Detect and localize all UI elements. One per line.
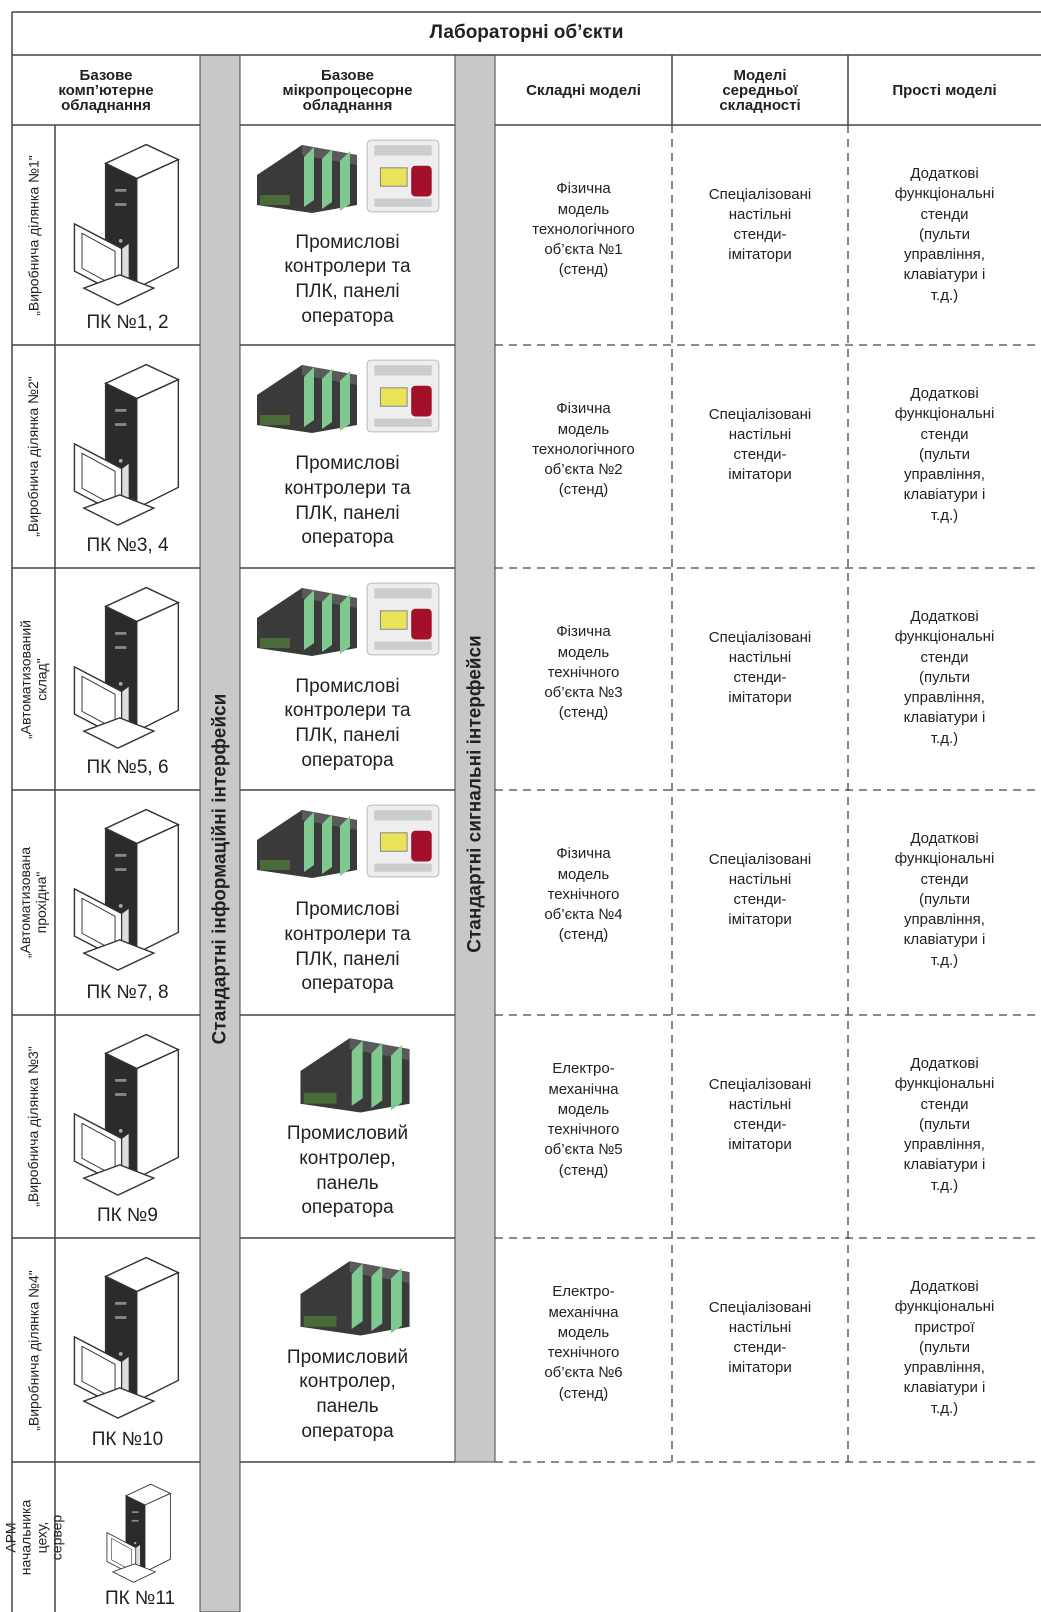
medium-model: Спеціалізовані настільні стенди- імітато… xyxy=(708,405,812,484)
interface-bar xyxy=(454,54,496,1463)
simple-model: Додаткові функціональні стенди (пульти у… xyxy=(894,1055,995,1194)
controller-icon xyxy=(300,1261,410,1336)
interface-label: Стандартні інформаційні інтерфейси xyxy=(208,693,230,1044)
site-label: „Виробнича ділянка №1" xyxy=(24,154,41,316)
site-label: „Автоматизований склад" xyxy=(17,619,49,739)
pc-label: ПК №11 xyxy=(104,1587,176,1609)
pc-icon xyxy=(106,1483,171,1583)
simple-model: Додаткові функціональні стенди (пульти у… xyxy=(894,165,995,304)
site-label: „Виробнича ділянка №4" xyxy=(24,1269,41,1431)
controller-icon xyxy=(257,588,357,656)
interface-label: Стандартні сигнальні інтерфейси xyxy=(463,634,485,953)
controller-label: Промислові контролери та ПЛК, панелі опе… xyxy=(284,453,411,549)
complex-model: Електро- механічна модель технічного об’… xyxy=(544,1283,623,1402)
pc-icon xyxy=(73,808,180,971)
pc-icon xyxy=(73,586,180,749)
pc-label: ПК №5, 6 xyxy=(86,756,169,778)
pc-icon xyxy=(73,143,180,306)
column-header: Складні моделі xyxy=(526,81,641,99)
controller-icon xyxy=(257,145,357,213)
simple-model: Додаткові функціональні стенди (пульти у… xyxy=(894,830,995,969)
controller-icon xyxy=(257,365,357,433)
complex-model: Електро- механічна модель технічного об’… xyxy=(544,1060,623,1179)
site-label: АРМ начальника цеху, сервер xyxy=(1,1499,64,1575)
controller-icon xyxy=(300,1038,410,1113)
pc-label: ПК №10 xyxy=(91,1428,164,1450)
column-header: Прості моделі xyxy=(892,81,997,99)
controller-icon xyxy=(366,582,440,656)
controller-icon xyxy=(366,139,440,213)
simple-model: Додаткові функціональні стенди (пульти у… xyxy=(894,385,995,524)
medium-model: Спеціалізовані настільні стенди- імітато… xyxy=(708,1075,812,1154)
pc-icon xyxy=(73,363,180,526)
pc-label: ПК №3, 4 xyxy=(86,534,169,556)
simple-model: Додаткові функціональні стенди (пульти у… xyxy=(894,608,995,747)
site-label: „Виробнича ділянка №2" xyxy=(24,376,41,537)
table-title: Лабораторні об’єкти xyxy=(429,22,624,44)
medium-model: Спеціалізовані настільні стенди- імітато… xyxy=(708,185,812,264)
column-header: Базове комп’ютерне обладнання xyxy=(58,66,154,114)
controller-icon xyxy=(366,804,440,878)
complex-model: Фізична модель технічного об’єкта №3 (ст… xyxy=(544,623,623,722)
pc-label: ПК №9 xyxy=(97,1204,158,1226)
simple-model: Додаткові функціональні пристрої (пульти… xyxy=(894,1278,995,1417)
controller-label: Промислові контролери та ПЛК, панелі опе… xyxy=(284,899,411,995)
medium-model: Спеціалізовані настільні стенди- імітато… xyxy=(708,628,812,707)
medium-model: Спеціалізовані настільні стенди- імітато… xyxy=(708,850,812,929)
pc-icon xyxy=(73,1256,180,1419)
pc-icon xyxy=(73,1033,180,1196)
pc-label: ПК №1, 2 xyxy=(86,311,169,333)
site-label: „Автоматизована прохідна" xyxy=(17,846,49,959)
complex-model: Фізична модель технічного об’єкта №4 (ст… xyxy=(544,845,623,944)
controller-label: Промислові контролери та ПЛК, панелі опе… xyxy=(284,675,411,771)
column-header: Базове мікропроцесорне обладнання xyxy=(282,66,413,114)
complex-model: Фізична модель технологічного об’єкта №1… xyxy=(532,180,635,279)
controller-icon xyxy=(366,359,440,433)
controller-label: Промисловий контролер, панель оператора xyxy=(286,1346,409,1442)
controller-label: Промислові контролери та ПЛК, панелі опе… xyxy=(284,231,411,327)
medium-model: Спеціалізовані настільні стенди- імітато… xyxy=(708,1298,812,1377)
pc-label: ПК №7, 8 xyxy=(86,981,169,1003)
controller-label: Промисловий контролер, панель оператора xyxy=(286,1123,409,1219)
complex-model: Фізична модель технологічного об’єкта №2… xyxy=(532,400,635,499)
site-label: „Виробнича ділянка №3" xyxy=(24,1046,41,1207)
interface-bar xyxy=(199,54,241,1612)
controller-icon xyxy=(257,810,357,878)
column-header: Моделі середньої складності xyxy=(719,66,801,114)
